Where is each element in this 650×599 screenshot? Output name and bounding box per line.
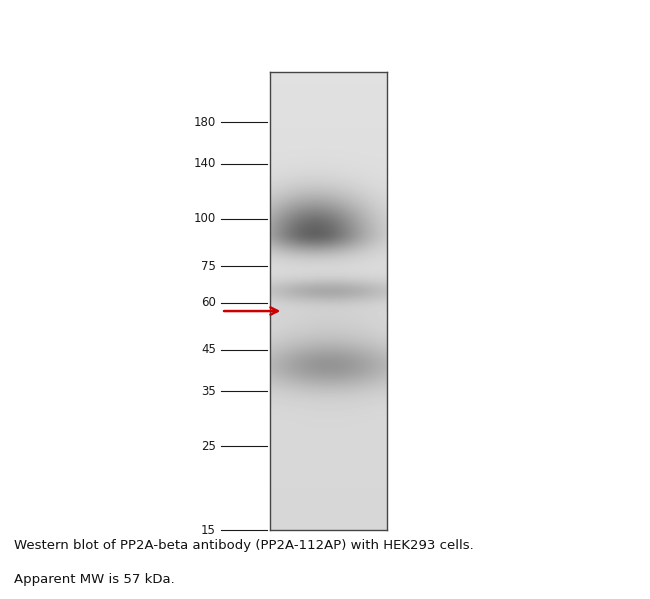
Text: 100: 100 — [194, 212, 216, 225]
Text: 35: 35 — [201, 385, 216, 398]
Text: 45: 45 — [201, 343, 216, 356]
Text: 75: 75 — [201, 259, 216, 273]
Text: 25: 25 — [201, 440, 216, 453]
Text: Apparent MW is 57 kDa.: Apparent MW is 57 kDa. — [14, 573, 175, 586]
Text: 60: 60 — [201, 296, 216, 309]
Text: 15: 15 — [201, 524, 216, 537]
Text: Western blot of PP2A-beta antibody (PP2A-112AP) with HEK293 cells.: Western blot of PP2A-beta antibody (PP2A… — [14, 539, 474, 552]
Text: 180: 180 — [194, 116, 216, 129]
Text: 140: 140 — [194, 157, 216, 170]
